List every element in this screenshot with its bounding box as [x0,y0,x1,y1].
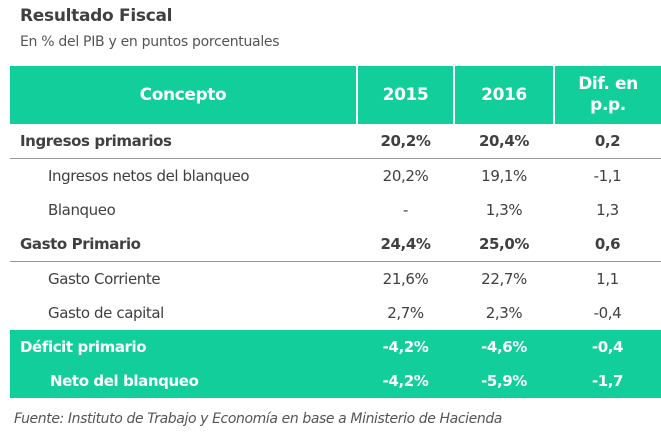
value-2016-cell: 2,3% [485,304,523,322]
value-2016-cell: -4,6% [454,330,554,364]
value-2016-cell: 1,3% [485,201,523,219]
header-dif: Dif. en p.p. [553,66,661,124]
concept-cell: Neto del blanqueo [10,364,357,398]
value-2015-cell: 21,6% [382,270,429,288]
table-row: Ingresos netos del blanqueo 20,2% 19,1% -1,… [10,159,661,194]
table-row: Gasto de capital 2,7% 2,3% -0,4 [10,296,661,330]
table-row: Blanqueo - 1,3% 1,3 [10,193,661,227]
header-row: Concepto 2015 2016 Dif. en p.p. [10,66,661,124]
table-row: Déficit primario -4,2% -4,6% -0,4 [10,330,661,364]
source-footnote: Fuente: Instituto de Trabajo y Economía … [14,411,502,427]
value-2015-cell: 2,7% [387,304,424,322]
concept-cell: Gasto Primario [10,227,357,262]
table-subtitle: En % del PIB y en puntos porcentuales [20,34,280,50]
concept-cell: Gasto de capital [48,304,164,322]
value-2016-cell: -5,9% [454,364,554,398]
concept-cell: Déficit primario [10,330,357,364]
dif-cell: -1,7 [554,364,661,398]
value-2015-cell: -4,2% [357,364,454,398]
concept-cell: Blanqueo [48,201,116,219]
table-row: Ingresos primarios 20,2% 20,4% 0,2 [10,124,661,159]
value-2015-cell: -4,2% [357,330,454,364]
table-row: Gasto Corriente 21,6% 22,7% 1,1 [10,262,661,297]
value-2016-cell: 22,7% [481,270,527,288]
concept-cell: Gasto Corriente [48,270,161,288]
value-2016-cell: 25,0% [454,227,554,262]
dif-cell: -0,4 [554,330,661,364]
concept-cell: Ingresos primarios [10,124,357,159]
table-title: Resultado Fiscal [20,6,173,26]
dif-cell: -0,4 [593,304,622,322]
value-2015-cell: 20,2% [357,124,454,159]
header-2016: 2016 [453,66,554,124]
dif-cell: 1,1 [596,270,619,288]
table-row: Gasto Primario 24,4% 25,0% 0,6 [10,227,661,262]
dif-cell: 0,2 [554,124,661,159]
value-2015-cell: - [402,201,408,219]
value-2015-cell: 24,4% [357,227,454,262]
value-2016-cell: 19,1% [481,167,527,185]
fiscal-result-table: Concepto 2015 2016 Dif. en p.p. Ingresos… [10,66,661,398]
concept-cell: Ingresos netos del blanqueo [48,167,250,185]
table-row: Neto del blanqueo -4,2% -5,9% -1,7 [10,364,661,398]
header-2015: 2015 [356,66,454,124]
value-2016-cell: 20,4% [454,124,554,159]
value-2015-cell: 20,2% [382,167,429,185]
dif-cell: 1,3 [596,201,619,219]
header-concepto: Concepto [10,66,357,124]
dif-cell: 0,6 [554,227,661,262]
dif-cell: -1,1 [593,167,622,185]
